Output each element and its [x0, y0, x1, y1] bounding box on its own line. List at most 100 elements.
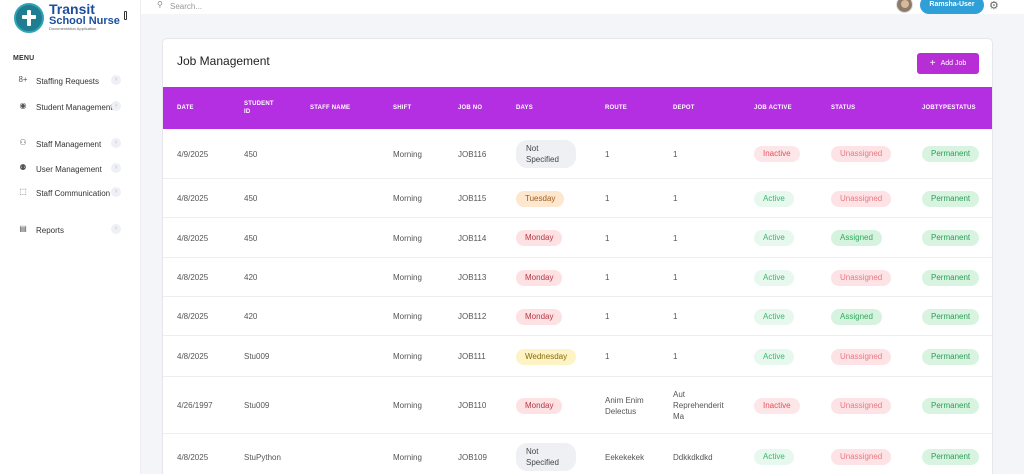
- cell-job-type-status: Permanent: [922, 434, 992, 474]
- sidebar-item-label: Staff Management: [36, 140, 102, 149]
- chevron-right-icon[interactable]: ›: [111, 163, 121, 173]
- column-header-shift[interactable]: SHIFT: [393, 105, 412, 111]
- user-menu-button[interactable]: Ramsha-User: [920, 0, 984, 14]
- cell-days: Not Specified: [516, 434, 601, 474]
- days-badge: Not Specified: [516, 140, 576, 168]
- job-type-status-badge: Permanent: [922, 449, 980, 465]
- cell-date: 4/9/2025: [177, 149, 209, 159]
- column-header-days[interactable]: DAYS: [516, 105, 533, 111]
- cell-student-id: StuPython: [244, 452, 281, 462]
- days-badge: Monday: [516, 230, 563, 246]
- column-header-job-active[interactable]: JOB ACTIVE: [754, 105, 792, 111]
- cell-job-no: JOB111: [458, 352, 486, 361]
- status-badge: Unassigned: [831, 190, 892, 207]
- days-badge: Tuesday: [516, 190, 565, 207]
- staff-icon: ⚇: [19, 138, 27, 147]
- job-type-status-badge: Permanent: [922, 397, 980, 414]
- cell-days: Monday: [516, 377, 601, 434]
- job-type-status-badge: Permanent: [922, 190, 980, 207]
- cell-staff-name: [310, 258, 390, 297]
- cell-days: Monday: [516, 297, 601, 336]
- cell-job-no: JOB109: [458, 452, 487, 462]
- top-bar: ⚲ Ramsha-User ⚙: [141, 0, 1024, 14]
- job-type-status-badge: Permanent: [922, 348, 980, 365]
- job-active-badge: Active: [754, 190, 794, 207]
- cell-status: Unassigned: [831, 377, 919, 434]
- table-row[interactable]: 4/8/2025 Stu009 Morning JOB111 Wednesday 1 1 Ac…: [163, 336, 992, 377]
- table-row[interactable]: 4/8/2025 420 Morning JOB113 Monday 1 1 Active Un…: [163, 258, 992, 297]
- cell-status: Unassigned: [831, 179, 919, 218]
- cell-job-active: Active: [754, 258, 829, 297]
- chevron-right-icon[interactable]: ›: [111, 138, 121, 148]
- cell-job-active: Inactive: [754, 377, 829, 434]
- cell-shift: Morning: [393, 273, 422, 282]
- column-header-student-id[interactable]: STUDENT ID: [244, 101, 274, 115]
- cell-days: Wednesday: [516, 336, 601, 377]
- table-row[interactable]: 4/8/2025 450 Morning JOB115 Tuesday 1 1 Active U…: [163, 179, 992, 218]
- column-header-job-type-status[interactable]: JOBTYPESTATUS: [922, 105, 976, 111]
- table-header: DATE STUDENT ID STAFF NAME SHIFT JOB NO DAYS R…: [163, 87, 992, 129]
- job-management-card: Job Management + Add Job DATE STUDENT ID ST…: [162, 38, 993, 474]
- user-plus-icon: 8+: [18, 75, 28, 84]
- cell-depot: 1: [673, 312, 678, 321]
- cell-job-type-status: Permanent: [922, 218, 992, 258]
- cell-job-no: JOB113: [458, 273, 487, 282]
- column-header-job-no[interactable]: JOB NO: [458, 105, 483, 111]
- column-header-route[interactable]: ROUTE: [605, 105, 627, 111]
- cell-days: Tuesday: [516, 179, 601, 218]
- sidebar-item-label: Reports: [36, 226, 65, 235]
- chevron-right-icon[interactable]: ›: [111, 224, 121, 234]
- cell-job-type-status: Permanent: [922, 297, 992, 336]
- table-row[interactable]: 4/8/2025 420 Morning JOB112 Monday 1 1 Active As…: [163, 297, 992, 336]
- add-job-button[interactable]: + Add Job: [917, 53, 979, 74]
- chevron-right-icon[interactable]: ›: [111, 75, 121, 85]
- column-header-status[interactable]: STATUS: [831, 105, 856, 111]
- sidebar-collapse-icon[interactable]: [124, 11, 127, 20]
- logo-title: Transit: [49, 1, 95, 17]
- cell-staff-name: [310, 297, 390, 336]
- chevron-right-icon[interactable]: ›: [111, 187, 121, 197]
- column-header-depot[interactable]: DEPOT: [673, 105, 695, 111]
- days-badge: Monday: [516, 269, 563, 286]
- cell-job-active: Active: [754, 218, 829, 258]
- column-header-date[interactable]: DATE: [177, 105, 194, 111]
- table-row[interactable]: 4/26/1997 Stu009 Morning JOB110 Monday Anim E…: [163, 377, 992, 434]
- job-active-badge: Inactive: [754, 397, 800, 414]
- cell-student-id: 450: [244, 194, 258, 203]
- app-logo[interactable]: Transit School Nurse Documentation Appli…: [14, 1, 126, 33]
- table-row[interactable]: 4/8/2025 StuPython Morning JOB109 Not Specif…: [163, 434, 992, 474]
- cell-date: 4/8/2025: [177, 352, 209, 361]
- cell-job-type-status: Permanent: [922, 179, 992, 218]
- chevron-right-icon[interactable]: ›: [111, 101, 121, 111]
- avatar[interactable]: [896, 0, 913, 13]
- status-badge: Assigned: [831, 230, 882, 246]
- cell-status: Unassigned: [831, 129, 919, 179]
- cell-route: 1: [605, 194, 610, 203]
- cell-student-id: Stu009: [244, 401, 270, 410]
- cell-shift: Morning: [393, 352, 422, 361]
- cell-job-no: JOB110: [458, 401, 487, 410]
- cell-student-id: 450: [244, 233, 258, 243]
- job-active-badge: Active: [754, 269, 794, 286]
- cell-shift: Morning: [393, 401, 422, 410]
- status-badge: Assigned: [831, 308, 882, 325]
- cell-date: 4/8/2025: [177, 452, 209, 462]
- table-row[interactable]: 4/8/2025 450 Morning JOB114 Monday 1 1 Active As…: [163, 218, 992, 258]
- cell-days: Not Specified: [516, 129, 601, 179]
- cell-route: 1: [605, 273, 610, 282]
- sidebar-item-label: Staff Communication: [36, 189, 111, 198]
- column-header-staff-name[interactable]: STAFF NAME: [310, 105, 351, 111]
- table-row[interactable]: 4/9/2025 450 Morning JOB116 Not Specified 1 1 I…: [163, 129, 992, 179]
- cell-shift: Morning: [393, 194, 422, 203]
- cell-status: Assigned: [831, 218, 919, 258]
- search-input[interactable]: [170, 0, 330, 12]
- days-badge: Monday: [516, 308, 563, 325]
- job-type-status-badge: Permanent: [922, 146, 980, 162]
- gear-icon[interactable]: ⚙: [989, 0, 999, 12]
- cell-shift: Morning: [393, 149, 422, 159]
- cell-job-type-status: Permanent: [922, 377, 992, 434]
- cell-job-type-status: Permanent: [922, 336, 992, 377]
- cell-route: 1: [605, 352, 610, 361]
- cell-job-active: Active: [754, 434, 829, 474]
- sidebar-item-label: Student Management: [36, 103, 113, 112]
